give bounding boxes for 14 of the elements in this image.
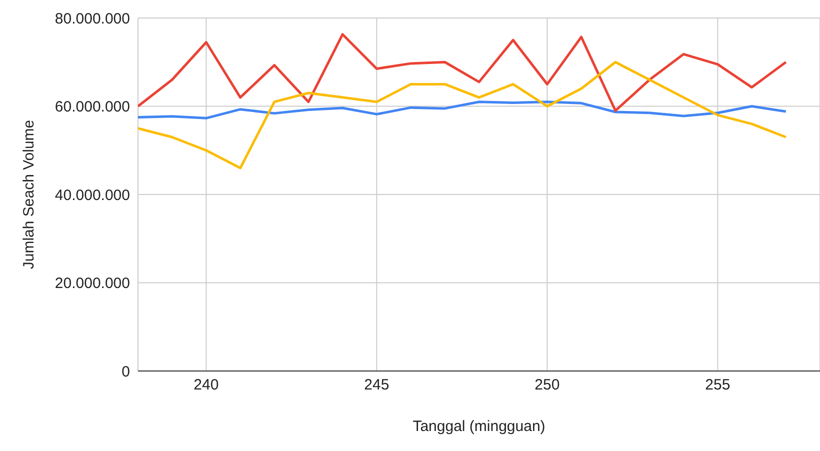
x-tick-label: 255 [705,376,730,394]
y-tick-label: 40.000.000 [54,186,130,204]
y-tick-label: 60.000.000 [54,98,130,116]
y-axis-title: Jumlah Seach Volume [20,120,38,270]
x-tick-label: 240 [194,376,219,394]
y-tick-label: 20.000.000 [54,275,130,292]
x-axis-title: Tanggal (mingguan) [412,418,546,435]
x-tick-label: 250 [534,376,560,394]
y-tick-label: 80.000.000 [54,10,130,28]
line-series [138,33,788,112]
x-tick-label: 245 [364,376,390,394]
line-series [138,100,788,120]
line-series [138,60,788,170]
y-tick-label: 0 [122,363,130,380]
